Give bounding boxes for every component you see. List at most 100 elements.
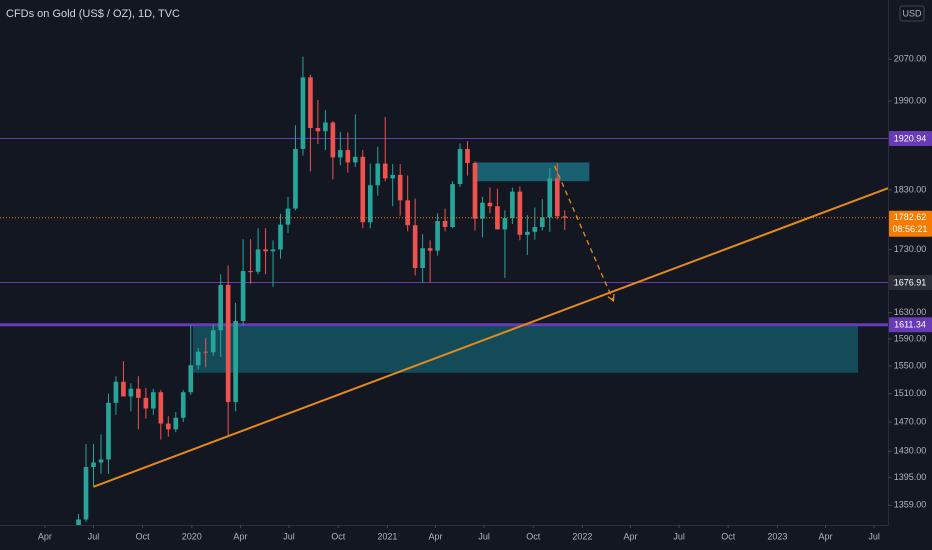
candle-body: [420, 248, 425, 268]
projection-line: [554, 165, 614, 302]
candle-body: [502, 218, 508, 230]
y-tick-label: 1470.00: [894, 416, 927, 426]
trend-line: [93, 187, 888, 488]
axes: 2070.00 1990.00 1830.00 1730.00 1630.00 1590.…: [38, 54, 932, 541]
candle-body: [465, 148, 470, 164]
x-tick-label: Oct: [721, 531, 736, 541]
candle-body: [285, 208, 291, 225]
candle-body: [360, 156, 366, 223]
price-tag-bg: [889, 317, 932, 333]
candle-body: [151, 392, 156, 409]
y-tick-label: 1630.00: [894, 307, 927, 317]
candle-body: [562, 216, 568, 218]
candle-body: [210, 330, 216, 353]
candle-body: [136, 388, 141, 398]
x-tick-label: Oct: [331, 531, 346, 541]
x-tick-label: Apr: [623, 531, 637, 541]
candle-body: [510, 191, 515, 219]
y-tick-label: 1395.00: [894, 472, 927, 482]
currency-box[interactable]: [899, 5, 925, 22]
candle-body: [457, 148, 463, 185]
projection-arrow: [607, 293, 615, 303]
candle-body: [495, 206, 500, 230]
y-tick-label: 2070.00: [894, 54, 927, 64]
candle-body: [367, 185, 373, 223]
y-tick-label: 1830.00: [894, 184, 927, 194]
y-tick-label: 1990.00: [894, 95, 927, 105]
candle-body: [225, 284, 231, 403]
x-tick-label: 2022: [572, 531, 592, 541]
candle-body: [480, 202, 485, 219]
candle-body: [382, 163, 388, 179]
candle-body: [293, 148, 298, 209]
y-tick-label: 1430.00: [894, 446, 927, 456]
candle-body: [278, 224, 283, 250]
candle-body: [263, 249, 268, 252]
zone-box: [192, 324, 859, 373]
candle-body: [308, 77, 313, 129]
candle-body: [375, 163, 381, 186]
candle-body: [532, 227, 538, 232]
candle-body: [240, 271, 246, 322]
candle-body: [397, 174, 403, 201]
candle-body: [173, 417, 179, 430]
candle-body: [487, 202, 493, 207]
candle-body: [330, 122, 336, 158]
x-tick-label: 2023: [767, 531, 787, 541]
chart-title: CFDs on Gold (US$ / OZ), 1D, TVC: [6, 8, 180, 20]
candle-body: [180, 392, 186, 418]
x-tick-label: Oct: [526, 531, 541, 541]
candle-body: [323, 122, 328, 132]
candle-body: [547, 178, 553, 218]
x-tick-label: Jul: [88, 531, 100, 541]
candle-body: [345, 150, 351, 163]
price-tag-bg: [889, 130, 932, 146]
x-tick-label: Jul: [283, 531, 295, 541]
x-tick-label: Jul: [478, 531, 490, 541]
candle-body: [143, 397, 149, 409]
plot-area: [0, 56, 888, 525]
candle-body: [203, 351, 209, 353]
candle-body: [218, 284, 223, 331]
x-tick-label: Apr: [38, 531, 52, 541]
candle-body: [121, 381, 126, 397]
candle-body: [442, 221, 448, 228]
candle-body: [412, 225, 418, 268]
candle-body: [435, 221, 440, 251]
price-tag-bg: [889, 274, 932, 290]
candle-body: [315, 128, 321, 132]
price-tag-label: 1920.94: [894, 133, 927, 143]
price-tag-label: 1611.34: [894, 320, 926, 330]
candle-body: [427, 248, 433, 251]
candle-body: [300, 77, 306, 149]
candle-body: [128, 388, 134, 397]
candle-body: [450, 184, 455, 228]
candle-body: [83, 467, 89, 520]
x-tick-label: 2020: [182, 531, 202, 541]
candle-body: [338, 150, 343, 158]
candle-body: [106, 402, 111, 460]
candle-body: [352, 156, 358, 163]
y-tick-label: 1359.00: [894, 500, 927, 510]
candle-body: [472, 163, 478, 219]
last-price-tag-bg: [889, 210, 932, 237]
last-price-label: 1782.62: [894, 212, 927, 222]
candle-body: [113, 381, 119, 403]
candle-body: [233, 321, 238, 403]
currency-label[interactable]: USD: [902, 8, 922, 18]
candle-body: [98, 459, 104, 463]
candle-body: [517, 191, 523, 235]
candle-body: [195, 351, 201, 366]
y-tick-label: 1590.00: [894, 333, 927, 343]
candle-body: [91, 462, 96, 468]
candle-body: [554, 178, 560, 217]
candle-body: [248, 271, 253, 273]
x-tick-label: Oct: [136, 531, 151, 541]
x-tick-label: 2021: [377, 531, 397, 541]
candle-body: [188, 365, 194, 393]
x-tick-label: Apr: [818, 531, 832, 541]
candle-body: [76, 519, 81, 525]
x-tick-label: Jul: [868, 531, 880, 541]
